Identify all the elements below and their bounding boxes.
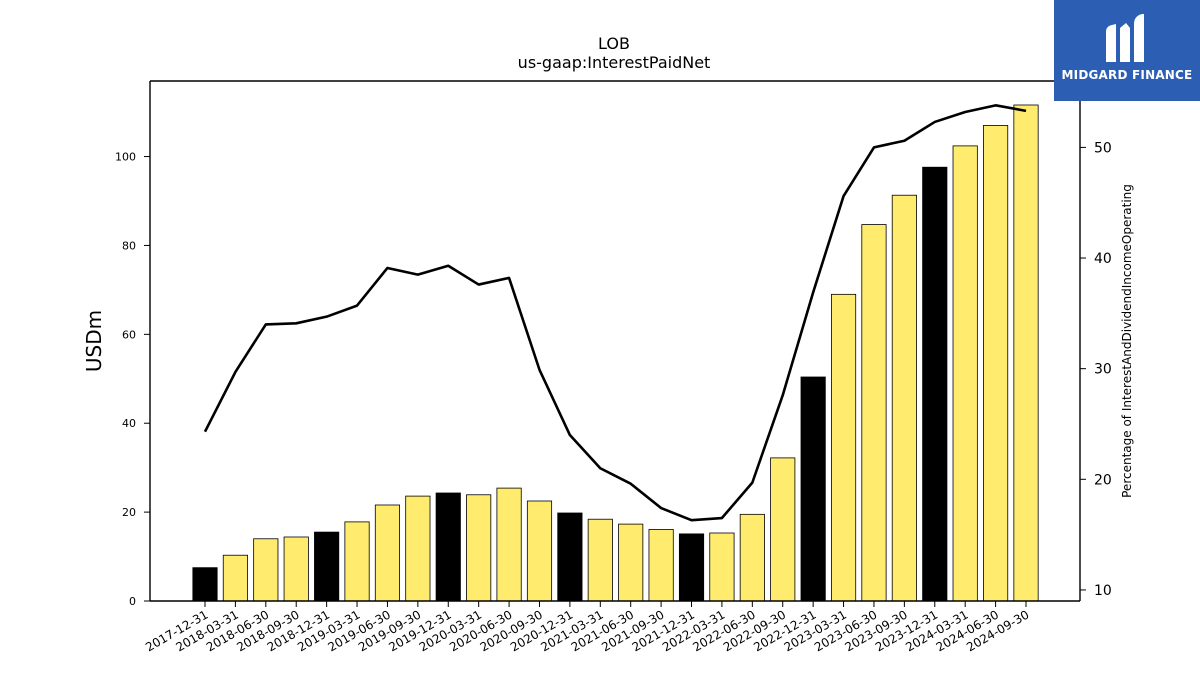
bar-2018-06-30 — [253, 538, 279, 602]
y2-tick-label: 40 — [1094, 251, 1112, 267]
y-axis-label: USDm — [82, 310, 106, 372]
bar-2021-09-30 — [648, 529, 674, 602]
percentage-line — [203, 104, 1027, 522]
y2-axis-label: Percentage of InterestAndDividendIncomeO… — [1120, 184, 1134, 498]
y-tick-label: 60 — [122, 328, 136, 341]
bar-2024-03-31 — [952, 145, 978, 602]
bar-2020-03-31 — [466, 494, 492, 602]
bar-2024-06-30 — [983, 125, 1009, 602]
bar-2023-12-31 — [922, 166, 948, 602]
bar-2022-06-30 — [739, 513, 765, 602]
plot-area: 02040608010010203040502017-12-312018-03-… — [115, 80, 1112, 654]
bar-2018-12-31 — [314, 531, 340, 602]
y2-tick-label: 10 — [1094, 583, 1112, 599]
y-tick-label: 0 — [129, 595, 136, 608]
bar-2019-09-30 — [405, 495, 431, 602]
bar-2019-06-30 — [374, 504, 401, 602]
chart-subtitle: us-gaap:InterestPaidNet — [518, 53, 711, 72]
y-tick-label: 20 — [122, 506, 136, 519]
logo-text: MIDGARD FINANCE — [1061, 68, 1193, 82]
bar-2020-09-30 — [526, 500, 553, 602]
y2-tick-label: 30 — [1094, 362, 1112, 378]
y-tick-label: 100 — [115, 151, 136, 164]
bar-2020-06-30 — [496, 487, 522, 602]
bar-2022-12-31 — [800, 376, 826, 602]
chart-title: LOB — [598, 34, 630, 53]
bar-2019-12-31 — [435, 492, 461, 602]
y-tick-label: 40 — [122, 417, 136, 430]
bar-2023-09-30 — [891, 194, 917, 602]
bar-2024-09-30 — [1013, 104, 1039, 602]
bar-2020-12-31 — [557, 512, 583, 602]
bar-2023-03-31 — [830, 293, 857, 602]
y2-tick-label: 20 — [1094, 472, 1112, 488]
bar-2023-06-30 — [861, 224, 887, 602]
bar-2021-03-31 — [587, 518, 613, 602]
bar-2021-12-31 — [678, 533, 705, 602]
bar-2018-03-31 — [222, 554, 248, 602]
y2-tick-label: 50 — [1094, 140, 1112, 156]
bar-2022-03-31 — [709, 532, 735, 602]
bar-2021-06-30 — [618, 523, 644, 602]
midgard-m-logo-icon — [1106, 14, 1144, 62]
bar-2022-09-30 — [770, 457, 796, 602]
bar-2017-12-31 — [192, 567, 218, 602]
bar-2018-09-30 — [283, 536, 309, 602]
midgard-finance-logo: MIDGARD FINANCE — [1054, 0, 1200, 101]
y-tick-label: 80 — [122, 239, 136, 252]
bar-2019-03-31 — [344, 521, 370, 602]
